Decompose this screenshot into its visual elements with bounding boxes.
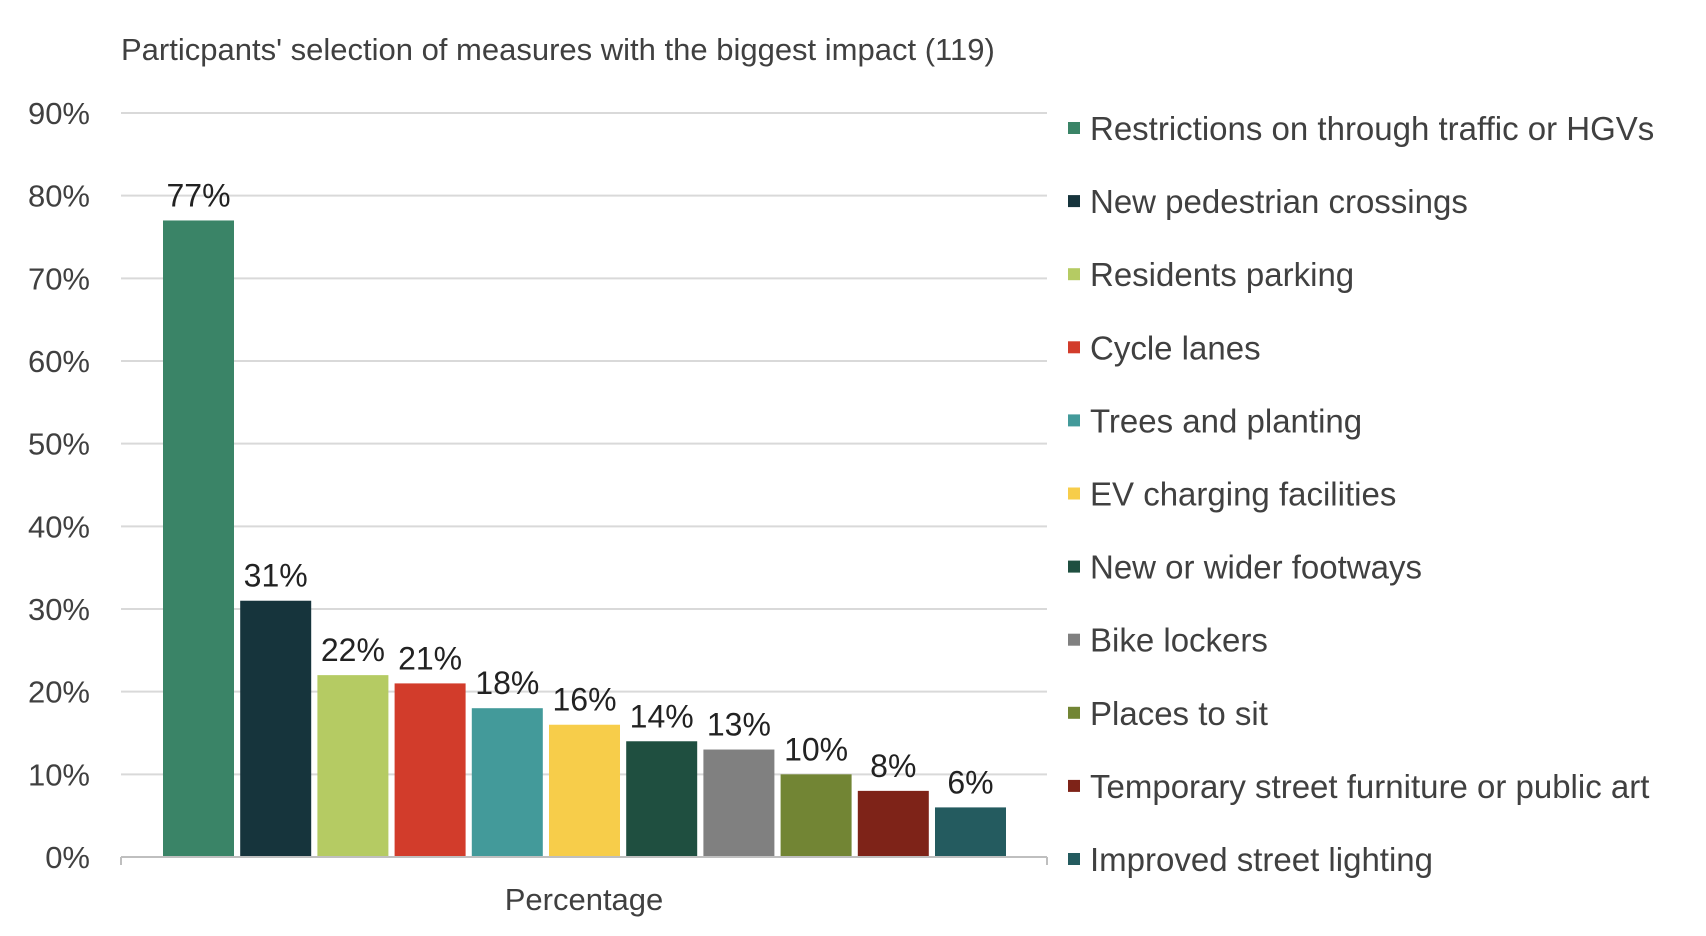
- legend-entry: Improved street lighting: [1090, 841, 1433, 878]
- bar: [317, 675, 389, 857]
- data-label: 14%: [630, 698, 694, 734]
- legend-entry: New pedestrian crossings: [1090, 183, 1468, 220]
- legend-entry: Residents parking: [1090, 256, 1354, 293]
- y-axis-ticks: 0% 10% 20% 30% 40% 50% 60% 70% 80% 90%: [28, 96, 90, 875]
- data-label: 31%: [244, 558, 308, 594]
- legend-swatch: [1068, 341, 1080, 354]
- y-tick-label: 50%: [28, 427, 90, 462]
- legend-swatch: [1068, 195, 1080, 208]
- bar: [163, 220, 234, 857]
- y-tick-label: 80%: [28, 179, 90, 214]
- legend-entry: Places to sit: [1090, 695, 1268, 732]
- bar: [394, 683, 466, 857]
- legend-swatch: [1068, 487, 1080, 500]
- x-axis-label: Percentage: [505, 882, 664, 917]
- legend-swatch: [1068, 633, 1080, 646]
- legend-swatch: [1068, 853, 1080, 865]
- data-label: 16%: [552, 682, 616, 718]
- data-label: 10%: [784, 731, 848, 767]
- bar: [857, 790, 929, 857]
- data-label: 13%: [707, 707, 771, 743]
- legend-swatch: [1068, 779, 1080, 792]
- legend-entry: Trees and planting: [1090, 402, 1362, 439]
- bars: [163, 220, 1006, 857]
- data-label: 6%: [947, 764, 993, 800]
- y-tick-label: 60%: [28, 344, 90, 379]
- y-tick-label: 20%: [28, 675, 90, 710]
- legend-swatch: [1068, 268, 1080, 281]
- y-tick-label: 10%: [28, 757, 90, 792]
- y-tick-label: 0%: [45, 840, 90, 875]
- legend-swatch: [1068, 706, 1080, 719]
- data-label: 21%: [398, 640, 462, 676]
- data-label: 77%: [166, 177, 230, 213]
- data-label: 18%: [475, 665, 539, 701]
- chart-title: Particpants' selection of measures with …: [121, 32, 995, 67]
- legend-entry: Bike lockers: [1090, 622, 1268, 659]
- legend-entry: Temporary street furniture or public art: [1090, 768, 1649, 805]
- legend-entry: New or wider footways: [1090, 549, 1422, 586]
- legend-entry: Cycle lanes: [1090, 329, 1261, 366]
- bar: [471, 708, 543, 857]
- bar: [703, 749, 775, 857]
- bar: [935, 807, 1006, 857]
- legend-entry: Restrictions on through traffic or HGVs: [1090, 110, 1654, 147]
- bar: [626, 741, 698, 857]
- legend: Restrictions on through traffic or HGVs N…: [1068, 110, 1654, 878]
- bar: [780, 774, 852, 857]
- y-tick-label: 30%: [28, 592, 90, 627]
- bar: [240, 600, 312, 857]
- legend-swatch: [1068, 414, 1080, 427]
- y-tick-label: 40%: [28, 509, 90, 544]
- y-tick-label: 70%: [28, 261, 90, 296]
- data-label: 22%: [321, 632, 385, 668]
- legend-swatch: [1068, 122, 1080, 134]
- legend-entry: EV charging facilities: [1090, 476, 1396, 513]
- y-tick-label: 90%: [28, 96, 90, 131]
- data-label: 8%: [870, 748, 916, 784]
- bar: [549, 724, 620, 857]
- legend-swatch: [1068, 560, 1080, 573]
- data-labels: 77% 31% 22% 21% 18% 16% 14% 13% 10% 8% 6%: [166, 177, 993, 800]
